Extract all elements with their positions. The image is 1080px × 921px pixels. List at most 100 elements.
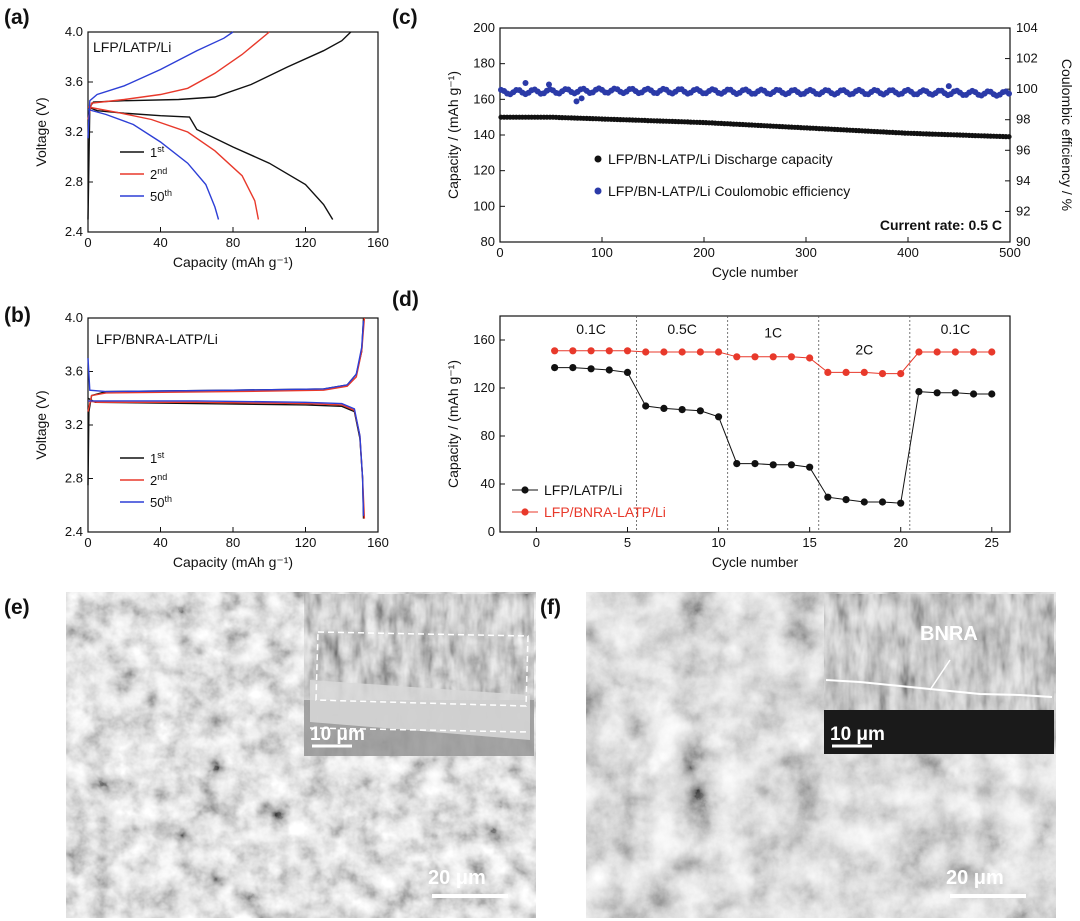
chart-a-annotation: LFP/LATP/Li (93, 39, 171, 55)
chart-c-ytick-label: 120 (473, 163, 495, 178)
chart-c-ytick-label: 80 (481, 234, 495, 249)
chart-d-ytick-label: 40 (481, 476, 495, 491)
chart-d-xtick-label: 15 (802, 535, 816, 550)
chart-a-ytick-label: 2.4 (65, 224, 83, 239)
chart-d-point (787, 353, 796, 361)
chart-d-point (878, 498, 887, 506)
chart-d-ytick-label: 120 (473, 380, 495, 395)
chart-d-point (915, 388, 923, 396)
chart-c-xtick-label: 400 (897, 245, 919, 260)
chart-c-ytick-label: 160 (473, 91, 495, 106)
sem-inset-e: 10 μm (304, 594, 534, 756)
chart-d-point (569, 347, 577, 355)
chart-b: 0 40 80 120 160 2.4 2.8 3.2 3.6 4.0 Capacity (mAh … (33, 310, 389, 570)
chart-a-series-1st-discharge-line (87, 106, 334, 220)
sem-image-e: 10 μm 20 μm (66, 592, 536, 918)
chart-d-point (951, 348, 959, 356)
chart-c-y2tick-label: 100 (1016, 81, 1038, 96)
chart-d-point (696, 348, 704, 356)
panel-label-a: (a) (4, 6, 30, 29)
chart-c-legend-swatch (594, 155, 602, 163)
chart-d-ytick-label: 160 (473, 332, 495, 347)
chart-d-point (733, 353, 741, 361)
chart-d-point (915, 348, 923, 356)
panel-label-d: (d) (392, 288, 419, 311)
chart-d-point (951, 389, 959, 397)
sem-image-f: BNRA 10 μm 20 μm (586, 592, 1056, 918)
chart-d-rate-label: 2C (855, 341, 873, 357)
chart-d-point (569, 364, 577, 372)
chart-b-ytick-label: 2.8 (65, 471, 83, 486)
chart-d-point (714, 348, 723, 356)
chart-d-point (824, 368, 832, 376)
chart-c-capacity-point (1006, 134, 1012, 140)
chart-c-y2tick-label: 92 (1016, 203, 1030, 218)
chart-c-note: Current rate: 0.5 C (880, 217, 1002, 233)
chart-c-xtick-label: 500 (999, 245, 1021, 260)
chart-c-ytick-label: 140 (473, 127, 495, 142)
chart-d-point (660, 404, 668, 412)
chart-d-point (969, 390, 978, 398)
chart-d-point (787, 461, 796, 469)
chart-d-point (678, 406, 686, 414)
chart-d-xlabel: Cycle number (712, 554, 799, 570)
chart-b-xtick-label: 160 (367, 535, 389, 550)
chart-a-series-50th-discharge-line (87, 108, 220, 220)
chart-b-xtick-label: 0 (84, 535, 91, 550)
chart-d-point (623, 347, 632, 355)
chart-a-xtick-label: 0 (84, 235, 91, 250)
chart-c-efficiency-point (545, 81, 552, 88)
chart-d-point (824, 493, 832, 501)
chart-d-point (551, 364, 559, 372)
panel-label-c: (c) (392, 6, 418, 29)
chart-d-point (642, 402, 650, 410)
chart-a-ytick-label: 2.8 (65, 174, 83, 189)
scale-label-f: 20 μm (946, 867, 1004, 889)
chart-b-ytick-label: 2.4 (65, 524, 83, 539)
chart-b-series-50th-charge-line (87, 320, 365, 393)
chart-d-point (551, 347, 559, 355)
chart-c-ylabel: Capacity / (mAh g⁻¹) (445, 71, 461, 199)
chart-c-efficiency-point (1006, 90, 1012, 97)
chart-b-xlabel: Capacity (mAh g⁻¹) (173, 554, 293, 570)
chart-a-series-50th-charge-line (87, 31, 234, 139)
chart-d-point (751, 460, 759, 468)
chart-b-xtick-label: 80 (226, 535, 240, 550)
chart-b-legend-label: 50th (150, 494, 172, 510)
chart-a-xtick-label: 120 (295, 235, 317, 250)
chart-d-point (897, 499, 905, 507)
chart-d-rate-label: 0.5C (667, 321, 697, 337)
chart-d-plot-frame (499, 315, 1011, 533)
chart-a-series-2nd-discharge-line (87, 106, 260, 220)
chart-d-point (678, 348, 686, 356)
chart-d-legend-swatch-marker (521, 486, 529, 494)
chart-a-xtick-label: 160 (367, 235, 389, 250)
chart-d-point (605, 347, 613, 355)
chart-d: 0 5 10 15 20 25 0 40 80 120 160 Cycle number Capacit… (445, 315, 1011, 570)
chart-b-series-2nd-discharge-line (87, 400, 366, 519)
chart-a-xlabel: Capacity (mAh g⁻¹) (173, 254, 293, 270)
chart-c-ytick-label: 180 (473, 56, 495, 71)
chart-a-ytick-label: 3.2 (65, 124, 83, 139)
chart-c-legend-swatch (594, 187, 602, 195)
chart-b-series-50th-discharge-line (88, 400, 365, 516)
chart-c-efficiency-point (945, 83, 952, 90)
chart-a-ylabel: Voltage (V) (33, 97, 49, 166)
sem-inset-f: BNRA 10 μm (824, 594, 1054, 754)
panel-label-f: (f) (540, 596, 561, 619)
chart-c-ytick-label: 200 (473, 20, 495, 35)
chart-c: 0 100 200 300 400 500 80 100 120 140 160 180 200 Cycl… (445, 20, 1075, 280)
chart-c-ytick-label: 100 (473, 198, 495, 213)
chart-b-legend-label: 2nd (150, 472, 167, 488)
chart-d-point (623, 368, 632, 376)
chart-d-point (878, 370, 887, 378)
chart-a-xtick-label: 40 (153, 235, 167, 250)
chart-d-point (696, 407, 704, 415)
panel-label-b: (b) (4, 304, 31, 327)
chart-d-point (988, 390, 996, 398)
chart-b-annotation: LFP/BNRA-LATP/Li (96, 331, 218, 347)
chart-a-ytick-label: 4.0 (65, 24, 83, 39)
chart-c-legend-label: LFP/BN-LATP/Li Discharge capacity (608, 151, 833, 167)
chart-d-point (714, 413, 723, 421)
chart-d-ytick-label: 0 (488, 524, 495, 539)
